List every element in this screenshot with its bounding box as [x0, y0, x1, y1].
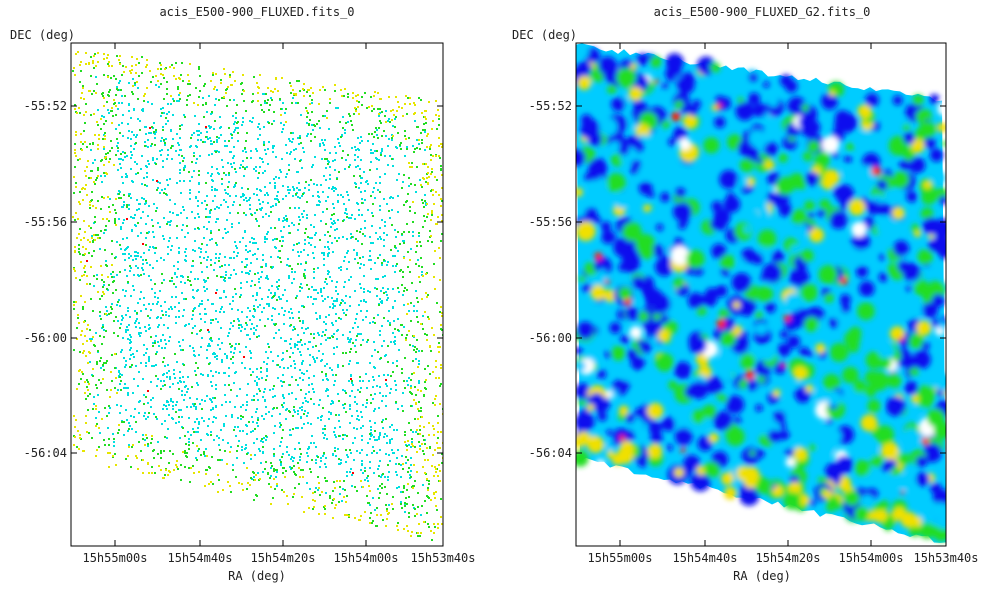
left-x-ticks: 15h55m00s 15h54m40s 15h54m20s 15h54m00s 15h5… [82, 43, 476, 565]
y-tick-label: -56:00 [24, 331, 67, 345]
y-tick-label: -55:52 [24, 99, 67, 113]
y-tick-label: -56:00 [529, 331, 572, 345]
left-plot-frame [70, 42, 444, 547]
left-panel: acis_E500-900_FLUXED.fits_0 DEC (deg) RA… [10, 5, 476, 583]
right-y-ticks: -55:52 -55:56 -56:00 -56:04 [529, 99, 946, 460]
x-tick-label: 15h54m00s [838, 551, 903, 565]
left-ylabel: DEC (deg) [10, 28, 75, 42]
x-tick-label: 15h53m40s [913, 551, 978, 565]
y-tick-label: -56:04 [24, 446, 67, 460]
x-tick-label: 15h55m00s [587, 551, 652, 565]
y-tick-label: -55:56 [24, 215, 67, 229]
x-tick-label: 15h55m00s [82, 551, 147, 565]
x-tick-label: 15h53m40s [410, 551, 475, 565]
x-tick-label: 15h54m00s [333, 551, 398, 565]
right-ylabel: DEC (deg) [512, 28, 577, 42]
y-tick-label: -55:52 [529, 99, 572, 113]
right-image [576, 43, 946, 543]
left-image [72, 51, 443, 541]
y-tick-label: -56:04 [529, 446, 572, 460]
right-title: acis_E500-900_FLUXED_G2.fits_0 [654, 5, 871, 19]
count-pixels-0 [89, 76, 427, 516]
right-xlabel: RA (deg) [733, 569, 791, 583]
left-xlabel: RA (deg) [228, 569, 286, 583]
x-tick-label: 15h54m20s [755, 551, 820, 565]
right-panel: acis_E500-900_FLUXED_G2.fits_0 DEC (deg)… [512, 5, 979, 583]
right-x-ticks: 15h55m00s 15h54m40s 15h54m20s 15h54m00s 15h5… [587, 43, 979, 565]
right-plot-frame [575, 42, 947, 547]
x-tick-label: 15h54m40s [167, 551, 232, 565]
y-tick-label: -55:56 [529, 215, 572, 229]
intensity-blobs [576, 47, 946, 542]
x-tick-label: 15h54m20s [250, 551, 315, 565]
x-tick-label: 15h54m40s [672, 551, 737, 565]
left-title: acis_E500-900_FLUXED.fits_0 [159, 5, 354, 19]
left-y-ticks: -55:52 -55:56 -56:00 -56:04 [24, 99, 443, 460]
